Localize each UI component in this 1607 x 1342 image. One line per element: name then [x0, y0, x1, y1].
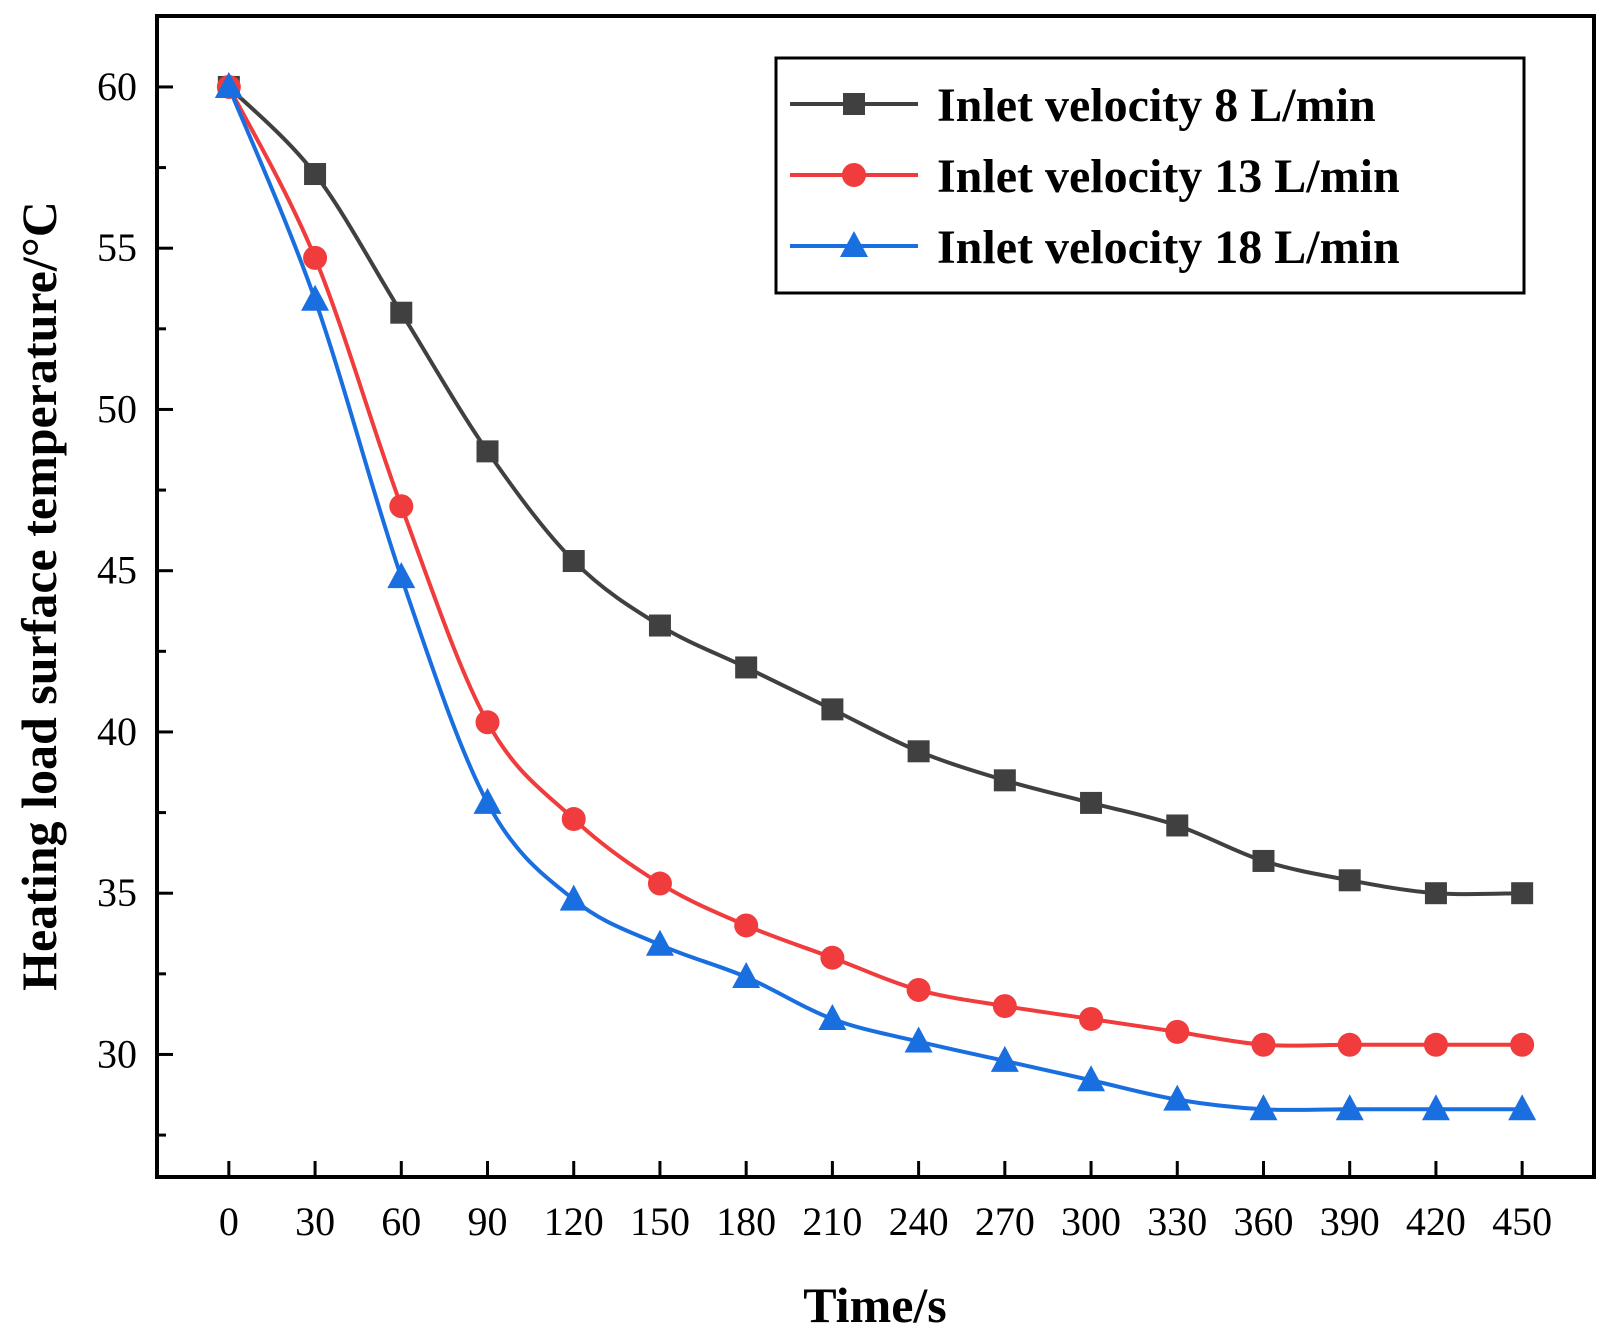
data-point — [1077, 1065, 1106, 1092]
data-point — [475, 710, 500, 735]
legend: Inlet velocity 8 L/min Inlet velocity 13 … — [774, 56, 1526, 295]
data-point — [476, 440, 499, 463]
data-point — [561, 807, 586, 832]
data-point — [1338, 869, 1361, 892]
series-line — [226, 86, 1523, 1112]
data-point — [303, 245, 328, 270]
data-point — [906, 977, 931, 1002]
legend-item-1: Inlet velocity 8 L/min — [790, 79, 1376, 132]
data-point — [301, 284, 330, 311]
x-axis-title: Time/s — [803, 1277, 947, 1333]
data-point — [904, 1026, 933, 1053]
data-point — [1251, 1032, 1276, 1057]
data-point — [648, 614, 671, 637]
data-point — [1249, 1094, 1278, 1121]
data-point — [647, 871, 672, 896]
x-axis-ticks: 0 30 60 90 120 150 180 210 240 270 300 330 360 390 420… — [219, 1161, 1552, 1244]
y-tick-label: 55 — [97, 225, 137, 270]
data-point — [1424, 882, 1447, 905]
x-tick-label: 330 — [1147, 1199, 1207, 1244]
data-point — [1079, 1006, 1104, 1031]
x-tick-label: 150 — [630, 1199, 690, 1244]
data-point — [821, 698, 844, 721]
series-3 — [214, 71, 1537, 1121]
legend-item-3: Inlet velocity 18 L/min — [790, 221, 1400, 274]
data-point — [1335, 1094, 1364, 1121]
data-point — [1080, 791, 1103, 814]
data-point — [390, 301, 413, 324]
y-axis-ticks: 30 35 40 45 50 55 60 — [97, 64, 173, 1137]
x-tick-label: 90 — [468, 1199, 508, 1244]
data-point — [389, 494, 414, 519]
y-tick-label: 50 — [97, 386, 137, 431]
data-point — [992, 994, 1017, 1019]
data-point — [645, 929, 674, 956]
data-point — [1510, 1032, 1535, 1057]
data-point — [1337, 1032, 1362, 1057]
data-point — [1511, 882, 1534, 905]
data-point — [562, 550, 585, 573]
x-tick-label: 210 — [802, 1199, 862, 1244]
x-tick-label: 60 — [381, 1199, 421, 1244]
y-tick-label: 30 — [97, 1031, 137, 1076]
data-point — [304, 163, 327, 186]
legend-label: Inlet velocity 13 L/min — [937, 150, 1400, 203]
legend-label: Inlet velocity 18 L/min — [937, 221, 1400, 274]
y-tick-label: 35 — [97, 870, 137, 915]
x-tick-label: 180 — [716, 1199, 776, 1244]
data-point — [559, 884, 588, 911]
data-point — [820, 945, 845, 970]
y-tick-label: 40 — [97, 709, 137, 754]
data-point — [387, 562, 416, 589]
x-tick-label: 30 — [295, 1199, 335, 1244]
legend-marker — [840, 231, 868, 257]
x-tick-label: 120 — [544, 1199, 604, 1244]
plot-frame — [155, 14, 1596, 1179]
x-tick-label: 390 — [1320, 1199, 1380, 1244]
x-tick-label: 300 — [1061, 1199, 1121, 1244]
x-tick-label: 420 — [1406, 1199, 1466, 1244]
data-point — [907, 740, 930, 763]
data-point — [1252, 849, 1275, 872]
y-tick-label: 45 — [97, 548, 137, 593]
data-point — [1421, 1094, 1450, 1121]
y-axis-title: Heating load surface temperature/°C — [11, 201, 67, 991]
legend-items: Inlet velocity 8 L/min Inlet velocity 13 … — [790, 79, 1400, 274]
x-tick-label: 0 — [219, 1199, 239, 1244]
legend-marker — [843, 93, 865, 115]
legend-item-2: Inlet velocity 13 L/min — [790, 150, 1400, 203]
data-point — [1508, 1094, 1537, 1121]
series-layer — [214, 71, 1537, 1121]
x-tick-label: 270 — [975, 1199, 1035, 1244]
data-point — [214, 71, 243, 98]
legend-label: Inlet velocity 8 L/min — [937, 79, 1376, 132]
data-point — [473, 787, 502, 814]
data-point — [818, 1003, 847, 1030]
data-point — [734, 913, 759, 938]
data-point — [735, 656, 758, 679]
data-point — [993, 769, 1016, 792]
y-tick-label: 60 — [97, 64, 137, 109]
x-tick-label: 360 — [1233, 1199, 1293, 1244]
x-tick-label: 450 — [1492, 1199, 1552, 1244]
data-point — [1423, 1032, 1448, 1057]
data-point — [732, 962, 761, 989]
data-point — [1166, 814, 1189, 837]
data-point — [1163, 1084, 1192, 1111]
data-point — [990, 1045, 1019, 1072]
data-point — [1165, 1019, 1190, 1044]
x-tick-label: 240 — [889, 1199, 949, 1244]
legend-marker — [842, 163, 866, 187]
series-1 — [217, 75, 1534, 905]
